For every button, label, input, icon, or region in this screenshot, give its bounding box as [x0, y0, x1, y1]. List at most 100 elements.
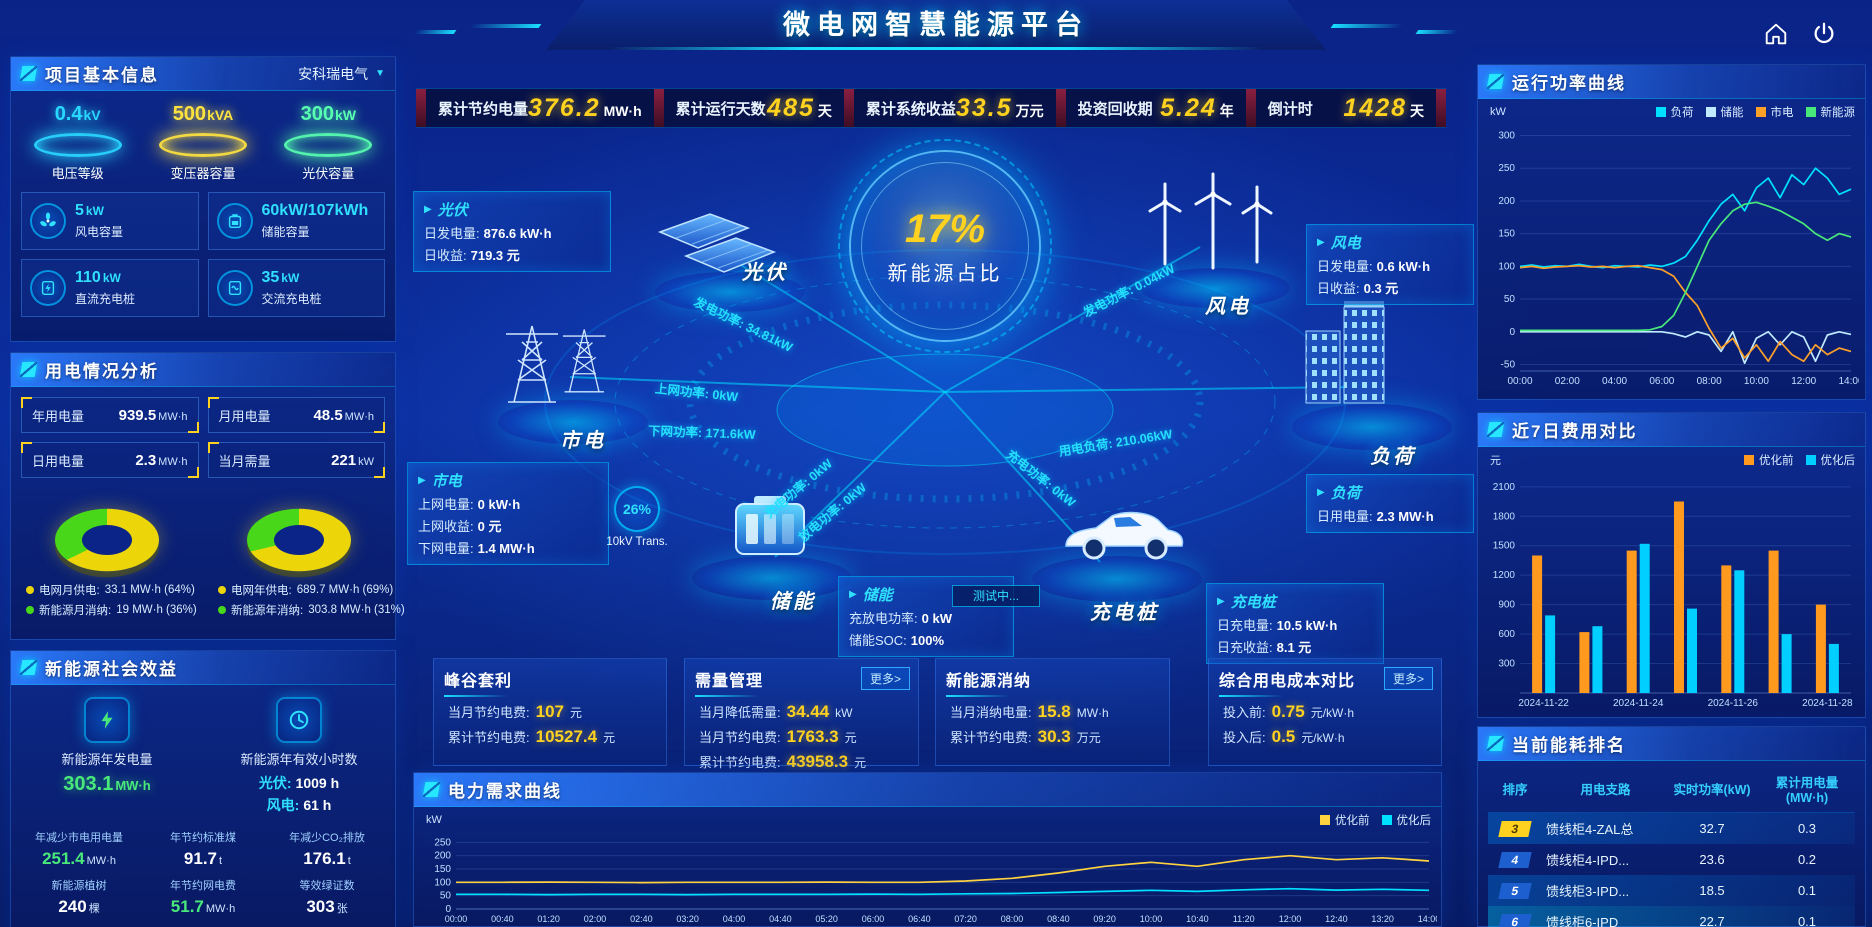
row-label: 当月节约电费:	[699, 730, 781, 745]
stat-unit: MW·h	[86, 855, 116, 867]
glow-disc	[33, 133, 122, 157]
chart-legend: 优化前 优化后	[1744, 452, 1855, 468]
stat-value: 221	[331, 451, 357, 469]
row-label: 累计节约电费:	[699, 755, 781, 770]
grid-node-label: 市电	[560, 430, 606, 452]
svg-text:300: 300	[1498, 131, 1515, 142]
charger-node-label: 充电桩	[1090, 602, 1159, 624]
svg-text:250: 250	[1498, 163, 1515, 174]
legend-item[interactable]: 优化后	[1805, 452, 1855, 468]
kpi-separator	[1245, 89, 1256, 127]
svg-text:05:20: 05:20	[815, 914, 838, 924]
svg-text:10:00: 10:00	[1140, 914, 1163, 924]
wind-hours-label: 风电:	[266, 797, 300, 813]
stat-label: 日用电量	[32, 453, 85, 469]
more-button[interactable]: 更多>	[860, 667, 910, 690]
table-row[interactable]: 4 馈线柜4-IPD... 23.6 0.2	[1488, 844, 1855, 875]
svg-text:11:20: 11:20	[1233, 914, 1255, 924]
svg-text:900: 900	[1498, 600, 1515, 611]
wind-node-label: 风电	[1205, 296, 1251, 318]
legend-item[interactable]: 储能	[1705, 104, 1744, 120]
legend-swatch	[1655, 107, 1666, 117]
co2-reduced-stat: 年减少CO₂排放 176.1 t	[269, 829, 385, 869]
legend-swatch	[1320, 815, 1330, 825]
grid-info-box: ▶ 市电 上网电量: 0 kW·h 上网收益: 0 元 下网电量: 1.4 MW·h	[407, 462, 609, 565]
dc-charger-stat: 110 kW 直流充电桩	[21, 259, 199, 317]
panel-title: 当前能耗排名	[1512, 736, 1626, 755]
svg-text:250: 250	[434, 837, 451, 848]
table-row[interactable]: 3 馈线柜4-ZAL总 32.7 0.3	[1488, 813, 1855, 844]
y-axis-unit: kW	[426, 814, 442, 826]
table-row[interactable]: 5 馈线柜3-IPD... 18.5 0.1	[1488, 875, 1855, 906]
company-dropdown[interactable]: 安科瑞电气 ▼	[298, 64, 385, 84]
table-row[interactable]: 6 馈线柜6-IPD 22.7 0.1	[1488, 906, 1855, 927]
legend-item[interactable]: 优化前	[1320, 812, 1370, 828]
svg-text:10:40: 10:40	[1186, 914, 1209, 924]
charger-info-box: ▶ 充电桩 日充电量: 10.5 kW·h 日充收益: 8.1 元	[1206, 583, 1384, 664]
svg-text:04:00: 04:00	[1602, 376, 1627, 387]
wind-capacity-stat: 5 kW 风电容量	[21, 192, 199, 250]
stat-label: 新能源植树	[51, 880, 107, 892]
stat-label: 风电容量	[75, 225, 124, 239]
row-value: 10.5 kW·h	[1276, 618, 1338, 633]
svg-text:50: 50	[1504, 294, 1516, 305]
legend-item[interactable]: 优化后	[1381, 812, 1431, 828]
fan-icon	[30, 203, 66, 239]
realtime-power: 32.7	[1699, 821, 1725, 836]
arrow-icon: ▶	[418, 475, 426, 486]
col-branch: 用电支路	[1580, 783, 1631, 797]
panel-icon	[19, 362, 38, 377]
panel-header: 近7日费用对比	[1478, 413, 1865, 447]
svg-text:2024-11-22: 2024-11-22	[1518, 698, 1569, 709]
legend-item[interactable]: 优化前	[1744, 452, 1794, 468]
month-usage-stat: 月用电量 48.5 MW·h	[207, 397, 385, 433]
svg-text:100: 100	[1498, 261, 1515, 272]
battery-storage-icon	[735, 496, 805, 555]
stat-label: 新能源年发电量	[61, 752, 153, 767]
kpi-value: 1428	[1343, 93, 1408, 122]
ev-car-icon	[1065, 511, 1184, 560]
stat-unit: kW	[281, 271, 300, 285]
row-value: 15.8	[1037, 702, 1071, 721]
row-value: 0.3 元	[1363, 281, 1399, 296]
kpi-label: 累计运行天数	[675, 100, 766, 118]
stat-unit: MW·h	[115, 778, 151, 793]
row-label: 上网收益:	[418, 519, 474, 534]
stat-value: 5	[75, 202, 84, 219]
legend-item[interactable]: 市电	[1755, 104, 1794, 120]
home-button[interactable]	[1756, 14, 1796, 54]
year-usage-stat: 年用电量 939.5 MW·h	[21, 397, 199, 433]
row-label: 日收益:	[424, 248, 467, 263]
disc-value: 0.4	[54, 103, 83, 125]
panel-title: 新能源消纳	[946, 667, 1159, 697]
row-label: 储能SOC:	[849, 633, 907, 648]
legend-label: 负荷	[1670, 107, 1694, 119]
row-label: 投入前:	[1223, 705, 1266, 720]
legend-item[interactable]: 负荷	[1655, 104, 1694, 120]
row-unit: kW	[835, 706, 853, 720]
benefits-panel: 新能源社会效益 新能源年发电量 303.1 MW·h 新能源年有效小时数 光伏: 1…	[10, 650, 396, 927]
panel-header: 用电情况分析	[11, 353, 395, 387]
banner-streak-right-2	[1415, 30, 1459, 34]
disc-value: 500	[172, 103, 207, 125]
row-value: 0.5	[1271, 727, 1296, 746]
total-energy: 0.2	[1797, 852, 1817, 867]
disc-unit: kV	[83, 107, 101, 123]
stat-value: 91.7	[183, 849, 218, 868]
kpi-value: 5.24	[1160, 93, 1217, 122]
building-icon	[1305, 301, 1385, 404]
svg-text:08:00: 08:00	[1001, 914, 1024, 924]
total-energy: 0.3	[1797, 821, 1817, 836]
demand-curve-panel: 电力需求曲线 kW 优化前 优化后 250 200 150 100 50 0 00:00 00…	[413, 772, 1442, 927]
kpi-label: 倒计时	[1267, 100, 1313, 118]
arrow-icon: ▶	[1317, 487, 1325, 498]
transformer-label: 10kV Trans.	[606, 536, 668, 548]
power-icon	[1814, 22, 1834, 44]
more-button[interactable]: 更多>	[1383, 667, 1433, 690]
arrow-icon: ▶	[1217, 596, 1225, 607]
svg-text:200: 200	[434, 851, 451, 862]
legend-item[interactable]: 新能源	[1805, 104, 1855, 120]
power-button[interactable]	[1804, 14, 1844, 54]
branch-name: 馈线柜3-IPD...	[1546, 884, 1630, 899]
stat-unit: MW·h	[344, 410, 374, 423]
